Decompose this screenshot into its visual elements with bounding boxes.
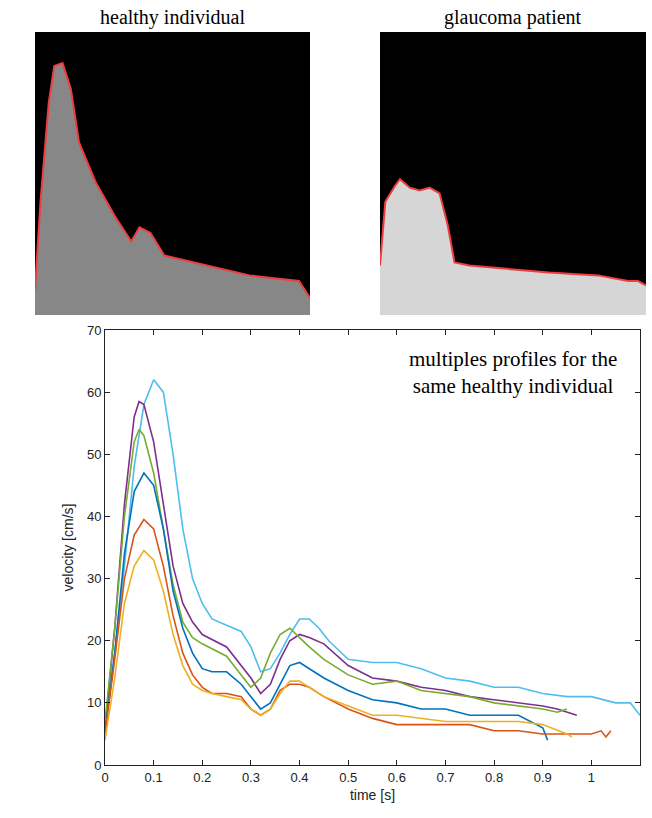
svg-text:velocity [cm/s]: velocity [cm/s]	[60, 504, 76, 592]
svg-text:0.1: 0.1	[145, 770, 163, 785]
svg-text:0.9: 0.9	[534, 770, 552, 785]
svg-text:60: 60	[87, 385, 101, 400]
svg-text:0.2: 0.2	[193, 770, 211, 785]
svg-text:1: 1	[588, 770, 595, 785]
svg-text:0.8: 0.8	[485, 770, 503, 785]
svg-text:0: 0	[94, 758, 101, 773]
svg-text:healthy individual: healthy individual	[100, 6, 245, 29]
svg-text:40: 40	[87, 509, 101, 524]
svg-text:10: 10	[87, 695, 101, 710]
svg-text:20: 20	[87, 633, 101, 648]
svg-text:30: 30	[87, 571, 101, 586]
svg-text:0.5: 0.5	[339, 770, 357, 785]
svg-text:0: 0	[101, 770, 108, 785]
svg-text:time [s]: time [s]	[350, 787, 395, 803]
svg-text:0.6: 0.6	[388, 770, 406, 785]
svg-text:glaucoma patient: glaucoma patient	[444, 6, 582, 29]
svg-text:multiples profiles for thesame: multiples profiles for thesame healthy i…	[409, 347, 617, 398]
svg-text:50: 50	[87, 447, 101, 462]
svg-text:0.4: 0.4	[291, 770, 309, 785]
svg-text:0.7: 0.7	[436, 770, 454, 785]
svg-text:70: 70	[87, 323, 101, 338]
svg-text:0.3: 0.3	[242, 770, 260, 785]
